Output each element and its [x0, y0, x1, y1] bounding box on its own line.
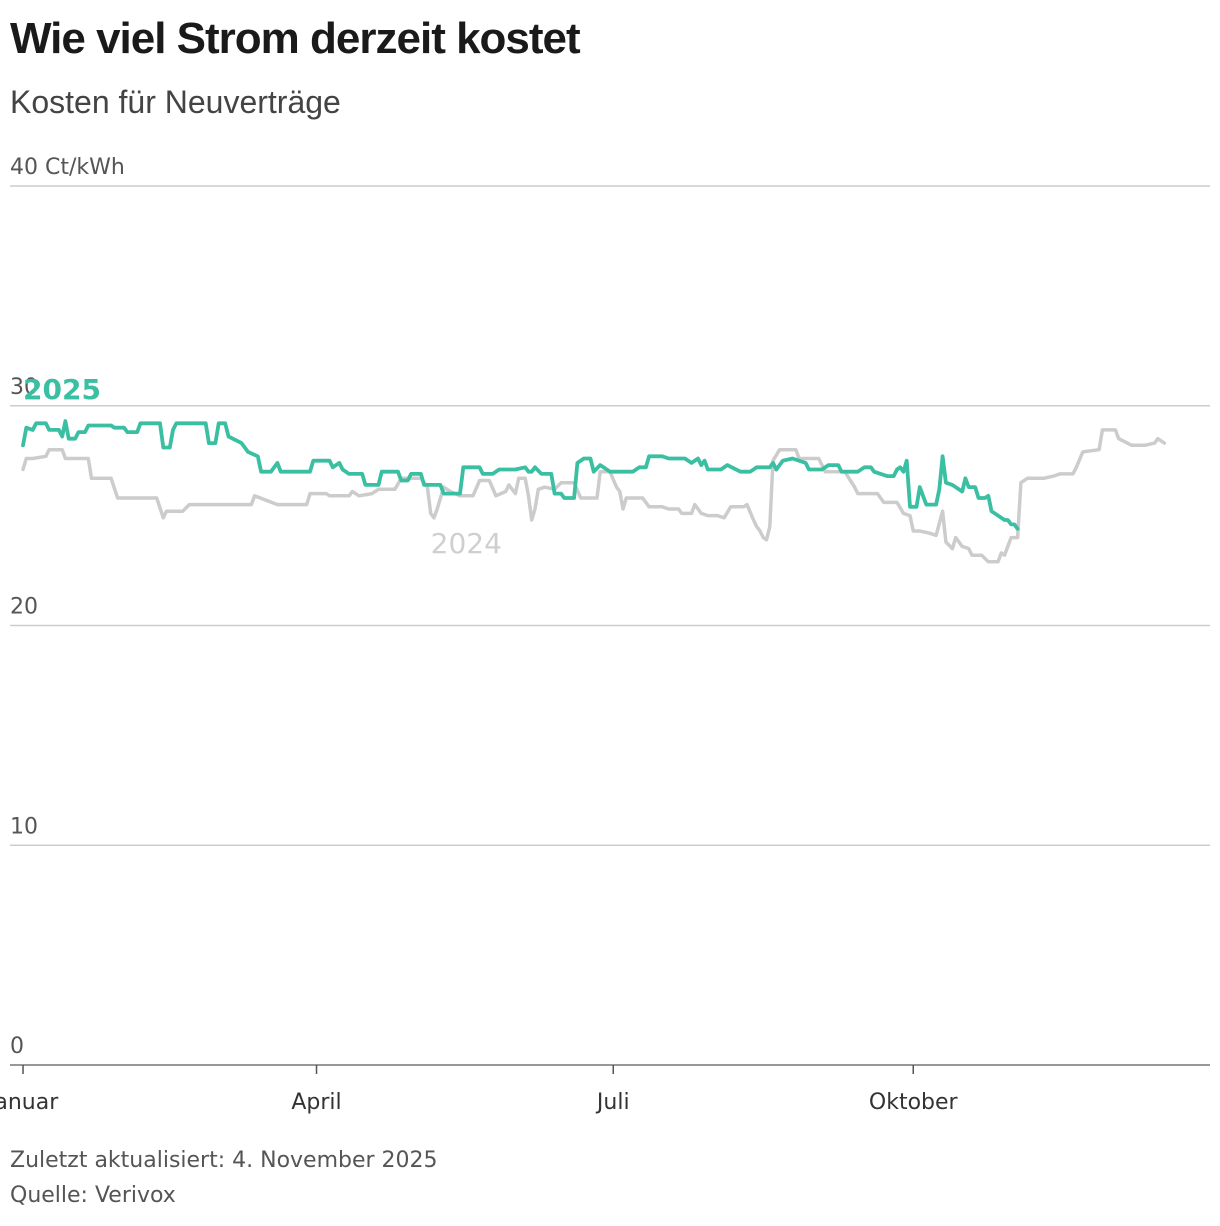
x-tick-label-januar: Januar	[0, 1090, 59, 1115]
x-tick-label-oktober: Oktober	[869, 1090, 959, 1115]
x-tick-label-april: April	[291, 1090, 341, 1115]
gridlines: 0 10 20 30 40 Ct/kWh	[10, 155, 1210, 1059]
y-tick-label-10: 10	[10, 814, 38, 839]
series-line-2024	[21, 428, 1167, 564]
y-tick-label-20: 20	[10, 595, 38, 620]
chart-subtitle: Kosten für Neuverträge	[10, 84, 341, 120]
series-label-2025: 2025	[23, 373, 101, 406]
y-tick-label-0: 0	[10, 1034, 24, 1059]
series-line-2025	[21, 419, 1020, 531]
chart-title: Wie viel Strom derzeit kostet	[10, 14, 581, 63]
footer-source-note: Quelle: Verivox	[10, 1183, 176, 1208]
y-tick-label-30: 30	[10, 375, 38, 400]
x-tick-label-juli: Juli	[595, 1090, 630, 1115]
y-tick-label-40: 40 Ct/kWh	[10, 155, 125, 180]
footer-updated-note: Zuletzt aktualisiert: 4. November 2025	[10, 1148, 438, 1173]
series-label-2024: 2024	[431, 527, 502, 560]
series-labels: 2024 2025	[23, 373, 502, 560]
x-axis: Januar April Juli Oktober	[0, 1064, 1210, 1115]
series-lines	[21, 419, 1167, 564]
